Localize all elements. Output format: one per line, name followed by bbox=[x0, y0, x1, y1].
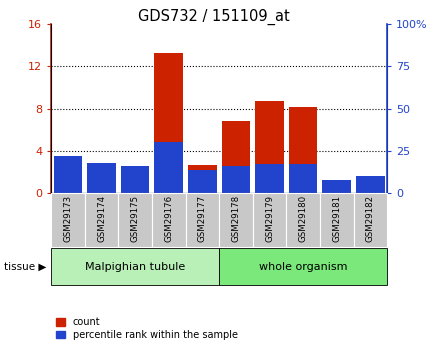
Text: tissue ▶: tissue ▶ bbox=[4, 262, 47, 272]
Text: GSM29182: GSM29182 bbox=[366, 195, 375, 243]
Text: GSM29179: GSM29179 bbox=[265, 195, 274, 243]
Bar bbox=[253, 193, 287, 247]
Bar bbox=[154, 53, 183, 193]
Text: GSM29174: GSM29174 bbox=[97, 195, 106, 243]
Bar bbox=[255, 101, 284, 193]
Text: GDS732 / 151109_at: GDS732 / 151109_at bbox=[138, 9, 290, 25]
Text: GSM29173: GSM29173 bbox=[64, 195, 73, 243]
Bar bbox=[118, 193, 152, 247]
Bar bbox=[219, 248, 387, 285]
Text: GSM29180: GSM29180 bbox=[299, 195, 307, 243]
Bar bbox=[255, 165, 284, 193]
Bar bbox=[222, 121, 250, 193]
Bar bbox=[51, 248, 219, 285]
Bar bbox=[323, 181, 351, 193]
Text: whole organism: whole organism bbox=[259, 262, 348, 272]
Bar bbox=[353, 193, 387, 247]
Bar bbox=[219, 193, 253, 247]
Bar bbox=[287, 193, 320, 247]
Bar bbox=[356, 184, 384, 193]
Bar bbox=[54, 156, 82, 193]
Bar bbox=[54, 181, 82, 193]
Bar bbox=[87, 184, 116, 193]
Bar bbox=[154, 142, 183, 193]
Bar bbox=[356, 176, 384, 193]
Bar bbox=[85, 193, 118, 247]
Bar bbox=[289, 165, 317, 193]
Bar bbox=[51, 193, 85, 247]
Text: GSM29176: GSM29176 bbox=[164, 195, 173, 243]
Bar bbox=[152, 193, 186, 247]
Bar bbox=[188, 165, 217, 193]
Bar bbox=[121, 186, 150, 193]
Bar bbox=[320, 193, 354, 247]
Bar bbox=[121, 166, 150, 193]
Text: GSM29177: GSM29177 bbox=[198, 195, 207, 243]
Text: GSM29181: GSM29181 bbox=[332, 195, 341, 243]
Text: Malpighian tubule: Malpighian tubule bbox=[85, 262, 185, 272]
Text: GSM29175: GSM29175 bbox=[131, 195, 140, 243]
Bar bbox=[87, 163, 116, 193]
Text: GSM29178: GSM29178 bbox=[231, 195, 240, 243]
Bar bbox=[188, 169, 217, 193]
Legend: count, percentile rank within the sample: count, percentile rank within the sample bbox=[56, 317, 238, 340]
Bar bbox=[289, 107, 317, 193]
Bar bbox=[186, 193, 219, 247]
Bar bbox=[222, 166, 250, 193]
Bar bbox=[323, 180, 351, 193]
